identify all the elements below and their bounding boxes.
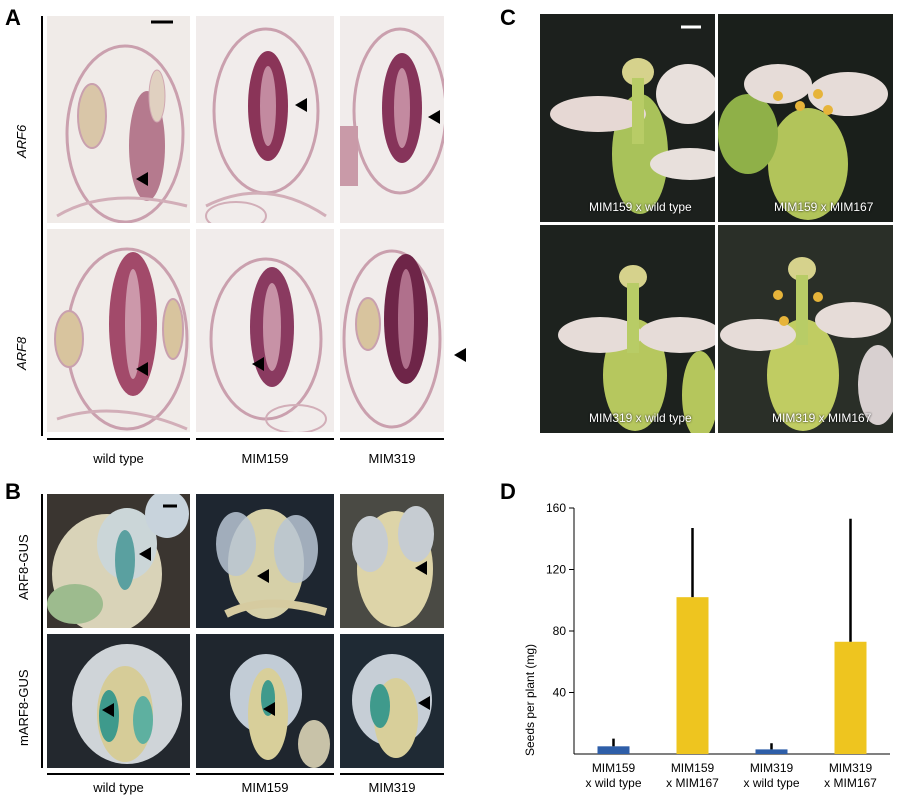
panel-b-image-arf8-gus-mim319 — [340, 494, 444, 628]
panel-a-col-rule-2 — [196, 438, 334, 440]
panel-a-image-arf6-mim319 — [340, 16, 444, 223]
panel-b-col-rule-1 — [47, 773, 190, 775]
x-category-label: MIM319 — [750, 761, 794, 775]
panel-a-col-label-wild-type: wild type — [93, 451, 144, 466]
bar — [834, 641, 867, 754]
x-category-label: MIM159 — [671, 761, 715, 775]
panel-c-caption-1: MIM159 x wild type — [589, 200, 692, 214]
panel-b-col-rule-3 — [340, 773, 444, 775]
arrowhead-marker — [136, 362, 148, 376]
arrowhead-marker — [252, 357, 264, 371]
panel-d-letter: D — [500, 479, 516, 504]
panel-a-col-rule-3 — [340, 438, 444, 440]
panel-b-row-label-marf8-gus: mARF8-GUS — [16, 669, 31, 746]
panel-a-letter: A — [5, 5, 21, 30]
x-category-label: x MIM167 — [824, 776, 877, 790]
panel-a-left-rule — [41, 16, 43, 436]
y-tick-label: 40 — [553, 686, 567, 700]
bar — [755, 749, 788, 754]
panel-b-col-rule-2 — [196, 773, 334, 775]
panel-a-image-arf8-mim319 — [340, 229, 444, 432]
arrowhead-marker — [295, 98, 307, 112]
panel-b-col-label-mim159: MIM159 — [241, 780, 289, 795]
arrowhead-marker — [418, 696, 430, 710]
y-tick-label: 80 — [553, 624, 567, 638]
panel-c-image-mim159-x-wild-type — [540, 14, 715, 222]
panel-a-image-arf6-wild-type — [47, 16, 190, 223]
x-category-label: x MIM167 — [666, 776, 719, 790]
panel-b-image-marf8-gus-wild-type — [47, 634, 190, 768]
chart-error-bars — [612, 518, 852, 750]
bar — [597, 746, 630, 754]
panel-a-col-label-mim319: MIM319 — [368, 451, 416, 466]
panel-b-image-arf8-gus-mim159 — [196, 494, 334, 628]
arrowhead-marker — [102, 703, 114, 717]
panel-a-image-arf8-wild-type — [47, 229, 190, 432]
panel-b-image-arf8-gus-wild-type — [47, 494, 190, 628]
panel-c-caption-3: MIM319 x wild type — [589, 411, 692, 425]
arrowhead-marker — [415, 561, 427, 575]
x-category-label: x wild type — [585, 776, 641, 790]
panel-b-image-marf8-gus-mim159 — [196, 634, 334, 768]
chart-bars — [597, 597, 867, 754]
y-tick-label: 120 — [546, 563, 566, 577]
x-category-label: MIM319 — [829, 761, 873, 775]
arrowhead-marker — [139, 547, 151, 561]
panel-a-image-arf6-mim159 — [196, 16, 334, 223]
panel-b-row-label-arf8-gus: ARF8-GUS — [16, 534, 31, 600]
panel-a-col-rule-1 — [47, 438, 190, 440]
arrowhead-marker — [428, 110, 440, 124]
x-category-label: MIM159 — [592, 761, 636, 775]
chart-y-axis-label: Seeds per plant (mg) — [523, 644, 537, 756]
panel-c-letter: C — [500, 5, 516, 30]
arrowhead-marker — [263, 702, 275, 716]
panel-c-image-mim319-x-wild-type — [540, 225, 715, 433]
y-tick-label: 160 — [546, 501, 566, 515]
chart-y-ticks: 40 80 120 160 — [546, 501, 574, 700]
panel-a-col-label-mim159: MIM159 — [241, 451, 289, 466]
panel-c-image-mim159-x-mim167 — [718, 14, 893, 222]
panel-b-left-rule — [41, 494, 43, 768]
panel-c-caption-4: MIM319 x MIM167 — [772, 411, 872, 425]
x-category-label: x wild type — [743, 776, 799, 790]
panel-a-row-label-arf6: ARF6 — [14, 124, 29, 158]
panel-b-col-label-mim319: MIM319 — [368, 780, 416, 795]
arrowhead-marker — [454, 348, 466, 362]
panel-c-image-mim319-x-mim167 — [718, 225, 893, 433]
bar — [676, 597, 709, 754]
panel-b-letter: B — [5, 479, 21, 504]
panel-b-col-label-wild-type: wild type — [93, 780, 144, 795]
panel-a-row-label-arf8: ARF8 — [14, 336, 29, 370]
panel-c-caption-2: MIM159 x MIM167 — [774, 200, 874, 214]
arrowhead-marker — [257, 569, 269, 583]
panel-a-image-arf8-mim159 — [196, 229, 334, 432]
arrowhead-marker — [136, 172, 148, 186]
